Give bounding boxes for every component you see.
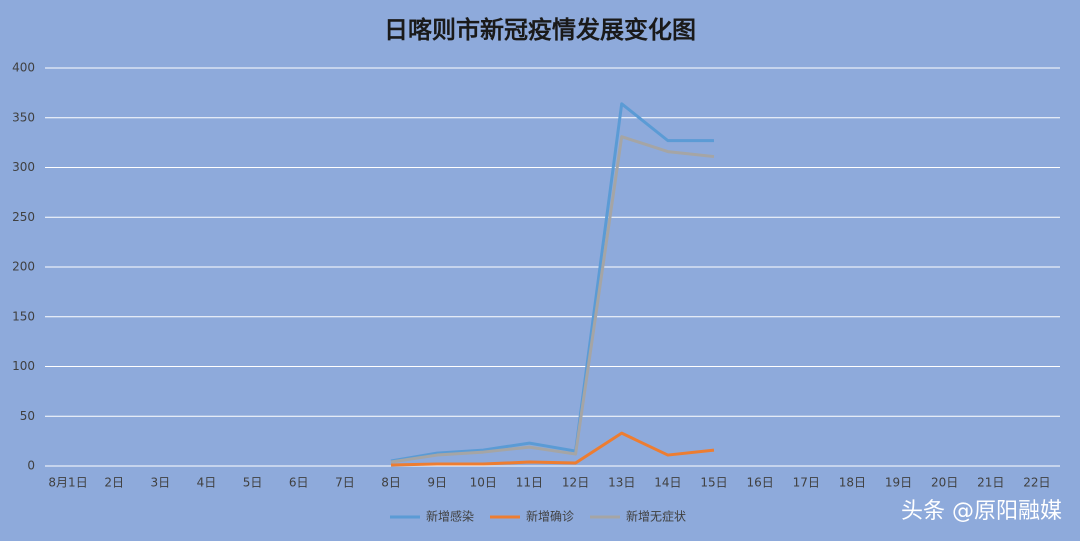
x-tick-label: 4日 [197,476,217,490]
y-tick-label: 50 [20,409,35,423]
series-line [390,431,715,467]
x-tick-label: 19日 [885,476,912,490]
x-tick-label: 21日 [977,476,1004,490]
legend-label: 新增确诊 [526,509,574,524]
watermark: 头条 @原阳融媒 [901,499,1062,524]
y-tick-label: 200 [12,260,35,274]
chart-title: 日喀则市新冠疫情发展变化图 [384,16,696,44]
series-line [390,135,715,464]
y-tick-label: 100 [12,359,35,373]
x-tick-label: 11日 [516,476,543,490]
x-tick-label: 20日 [931,476,958,490]
x-tick-label: 2日 [104,476,124,490]
y-tick-label: 250 [12,210,35,224]
x-tick-label: 12日 [562,476,589,490]
x-tick-label: 22日 [1023,476,1050,490]
x-tick-label: 5日 [243,476,263,490]
y-tick-label: 300 [12,160,35,174]
x-tick-label: 7日 [335,476,355,490]
x-tick-label: 9日 [427,476,447,490]
x-tick-label: 14日 [654,476,681,490]
x-tick-label: 18日 [839,476,866,490]
x-tick-label: 13日 [608,476,635,490]
legend-label: 新增感染 [426,509,474,524]
y-tick-label: 400 [12,61,35,75]
x-tick-label: 3日 [151,476,171,490]
x-tick-label: 6日 [289,476,309,490]
y-tick-label: 150 [12,309,35,323]
x-tick-label: 8日 [381,476,401,490]
series-line [390,102,714,463]
x-tick-label: 16日 [746,476,773,490]
x-tick-label: 17日 [793,476,820,490]
x-tick-label: 10日 [470,476,497,490]
legend-label: 新增无症状 [626,509,686,524]
y-tick-label: 350 [12,110,35,124]
x-tick-label: 8月1日 [48,476,87,490]
x-tick-label: 15日 [700,476,727,490]
y-tick-label: 0 [27,459,35,473]
